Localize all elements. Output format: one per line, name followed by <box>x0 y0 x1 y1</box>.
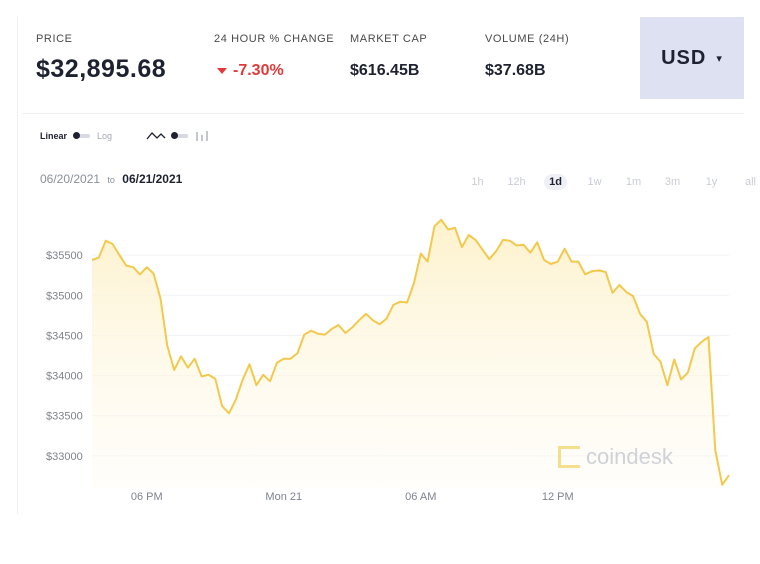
scale-log-label[interactable]: Log <box>97 131 113 141</box>
volume-label: VOLUME (24H) <box>485 33 570 45</box>
stats-bar: PRICE $32,895.68 24 HOUR % CHANGE -7.30%… <box>22 17 744 99</box>
range-3m[interactable]: 3m <box>664 176 681 188</box>
watermark-text: coindesk <box>586 444 673 469</box>
change-label: 24 HOUR % CHANGE <box>214 33 335 45</box>
y-tick-label: $35000 <box>46 290 83 302</box>
y-tick-label: $35500 <box>46 250 83 262</box>
range-1w[interactable]: 1w <box>587 176 602 188</box>
caret-down-icon: ▾ <box>716 52 723 65</box>
range-1m[interactable]: 1m <box>625 176 642 188</box>
x-tick-label: 06 AM <box>405 491 436 503</box>
volume-value: $37.68B <box>485 62 546 79</box>
y-tick-label: $34500 <box>46 330 83 342</box>
market-cap-label: MARKET CAP <box>350 33 428 45</box>
range-all[interactable]: all <box>744 176 756 188</box>
y-tick-label: $33000 <box>46 451 83 463</box>
date-start[interactable]: 06/20/2021 <box>40 172 101 186</box>
down-arrow-icon <box>217 67 227 74</box>
date-to: to <box>107 175 115 185</box>
y-tick-label: $34000 <box>46 371 83 383</box>
price-label: PRICE <box>36 33 73 45</box>
range-12h[interactable]: 12h <box>507 176 526 188</box>
x-tick-label: 06 PM <box>131 491 163 503</box>
price-chart[interactable]: $33000 $33500 $34000 $34500 $35000 $35500 06 … <box>0 0 760 520</box>
range-1d-label: 1d <box>544 174 567 190</box>
range-selector: 1h 12h 1d 1w 1m 3m 1y all <box>458 174 760 190</box>
coindesk-logo-icon <box>558 446 580 468</box>
price-line <box>91 218 730 486</box>
range-1h[interactable]: 1h <box>471 176 484 188</box>
range-1y[interactable]: 1y <box>705 176 718 188</box>
chart-type-toggle[interactable] <box>171 132 189 139</box>
y-tick-label: $33500 <box>46 411 83 423</box>
currency-label: USD <box>661 46 707 69</box>
range-1d[interactable]: 1d <box>536 174 575 190</box>
panel-divider <box>17 17 18 514</box>
x-tick-label: Mon 21 <box>265 491 302 503</box>
coindesk-watermark: coindesk <box>558 444 673 470</box>
price-value: $32,895.68 <box>36 55 167 83</box>
line-chart-icon[interactable] <box>146 130 166 142</box>
candlestick-icon[interactable] <box>195 130 209 142</box>
chart-controls: Linear Log <box>40 130 209 142</box>
scale-linear-label[interactable]: Linear <box>40 131 68 141</box>
price-area <box>92 219 729 489</box>
change-text: -7.30% <box>233 62 284 79</box>
currency-selector[interactable]: USD ▾ <box>640 17 744 99</box>
date-range[interactable]: 06/20/2021 to 06/21/2021 <box>40 172 182 186</box>
x-tick-label: 12 PM <box>542 491 574 503</box>
change-value: -7.30% <box>217 62 284 80</box>
scale-toggle[interactable] <box>73 132 91 139</box>
market-cap-value: $616.45B <box>350 62 420 79</box>
date-end[interactable]: 06/21/2021 <box>122 172 183 186</box>
